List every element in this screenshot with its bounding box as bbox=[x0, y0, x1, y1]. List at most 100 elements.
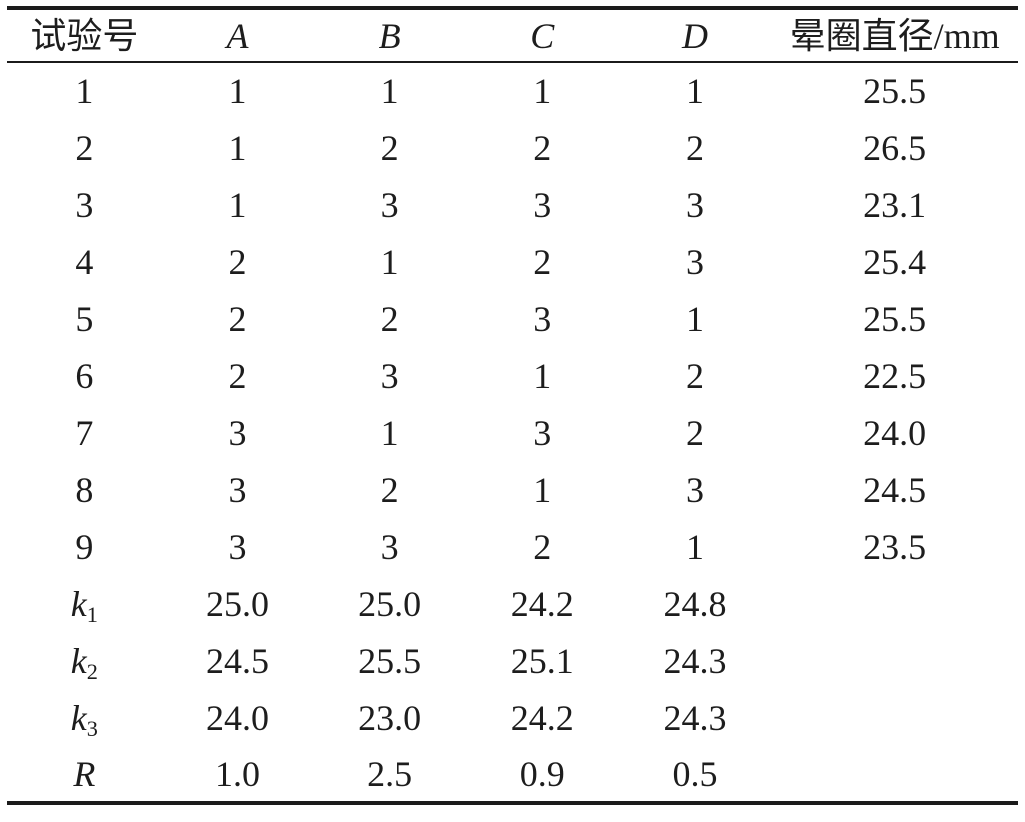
factor-c-cell: 24.2 bbox=[510, 583, 574, 624]
factor-b-cell: 1 bbox=[380, 241, 399, 282]
header-halo-diameter: 晕圈直径/mm bbox=[771, 8, 1018, 63]
trial-number-cell: 4 bbox=[75, 241, 94, 282]
factor-d-cell: 2 bbox=[685, 127, 704, 168]
stat-row: k1 25.0 25.0 24.2 24.8 bbox=[7, 575, 1018, 632]
table-row: 1 1 1 1 1 25.5 bbox=[7, 62, 1018, 119]
header-factor-c: C bbox=[465, 8, 619, 63]
factor-b-cell: 2.5 bbox=[367, 753, 413, 794]
result-cell: 24.0 bbox=[863, 412, 927, 453]
stat-row: k3 24.0 23.0 24.2 24.3 bbox=[7, 689, 1018, 746]
factor-c-cell: 2 bbox=[533, 127, 552, 168]
result-cell: 25.4 bbox=[863, 241, 927, 282]
stat-label: R bbox=[73, 753, 96, 794]
trial-number-cell: 6 bbox=[75, 355, 94, 396]
factor-d-cell: 0.5 bbox=[672, 753, 718, 794]
factor-b-cell: 3 bbox=[380, 355, 399, 396]
factor-c-cell: 25.1 bbox=[510, 640, 574, 681]
stat-label-subscript: 1 bbox=[86, 601, 98, 627]
factor-c-cell: 3 bbox=[533, 412, 552, 453]
factor-b-cell: 23.0 bbox=[358, 697, 422, 738]
factor-a-cell: 1.0 bbox=[214, 753, 260, 794]
result-cell bbox=[771, 689, 1018, 746]
trial-number-cell: 1 bbox=[75, 71, 94, 111]
factor-d-cell: 1 bbox=[685, 298, 704, 339]
stat-label: k bbox=[70, 697, 87, 738]
factor-a-cell: 1 bbox=[228, 127, 247, 168]
factor-a-cell: 2 bbox=[228, 298, 247, 339]
table-row: 2 1 2 2 2 26.5 bbox=[7, 119, 1018, 176]
trial-number-cell: 7 bbox=[75, 412, 94, 453]
factor-a-cell: 25.0 bbox=[205, 583, 269, 624]
stat-label-cell: k3 bbox=[7, 689, 162, 746]
trial-number-cell: 8 bbox=[75, 469, 94, 510]
factor-d-cell: 2 bbox=[685, 412, 704, 453]
result-cell: 23.1 bbox=[863, 184, 927, 225]
factor-a-cell: 1 bbox=[228, 184, 247, 225]
factor-d-cell: 2 bbox=[685, 355, 704, 396]
factor-b-cell: 2 bbox=[380, 469, 399, 510]
header-factor-d: D bbox=[618, 8, 772, 63]
result-cell: 25.5 bbox=[863, 298, 927, 339]
table-head: 试验号 A B C D 晕圈直径/mm bbox=[7, 8, 1018, 63]
factor-c-cell: 2 bbox=[533, 526, 552, 567]
result-cell bbox=[771, 575, 1018, 632]
stat-row: k2 24.5 25.5 25.1 24.3 bbox=[7, 632, 1018, 689]
factor-b-cell: 1 bbox=[380, 412, 399, 453]
factor-c-cell: 2 bbox=[533, 241, 552, 282]
factor-b-cell: 25.5 bbox=[358, 640, 422, 681]
table-row: 3 1 3 3 3 23.1 bbox=[7, 176, 1018, 233]
factor-b-cell: 3 bbox=[380, 184, 399, 225]
table-row: 6 2 3 1 2 22.5 bbox=[7, 347, 1018, 404]
factor-c-cell: 1 bbox=[533, 469, 552, 510]
result-cell: 23.5 bbox=[863, 526, 927, 567]
factor-a-cell: 1 bbox=[228, 71, 247, 111]
factor-d-cell: 24.3 bbox=[663, 640, 727, 681]
factor-d-cell: 1 bbox=[685, 526, 704, 567]
orthogonal-test-table: 试验号 A B C D 晕圈直径/mm 1 1 1 1 1 25.5 2 1 2 2 2 26.5 3 1… bbox=[7, 6, 1018, 805]
factor-d-cell: 3 bbox=[685, 184, 704, 225]
factor-a-cell: 2 bbox=[228, 355, 247, 396]
trial-number-cell: 5 bbox=[75, 298, 94, 339]
stat-row: R 1.0 2.5 0.9 0.5 bbox=[7, 746, 1018, 803]
factor-b-cell: 2 bbox=[380, 127, 399, 168]
factor-a-cell: 3 bbox=[228, 412, 247, 453]
table-row: 4 2 1 2 3 25.4 bbox=[7, 233, 1018, 290]
factor-c-cell: 1 bbox=[533, 71, 552, 111]
header-row: 试验号 A B C D 晕圈直径/mm bbox=[7, 8, 1018, 63]
factor-c-cell: 24.2 bbox=[510, 697, 574, 738]
result-cell: 24.5 bbox=[863, 469, 927, 510]
table-row: 7 3 1 3 2 24.0 bbox=[7, 404, 1018, 461]
factor-d-cell: 3 bbox=[685, 241, 704, 282]
trial-number-cell: 2 bbox=[75, 127, 94, 168]
factor-c-cell: 3 bbox=[533, 184, 552, 225]
factor-d-cell: 1 bbox=[685, 71, 704, 111]
stat-label-cell: R bbox=[7, 746, 162, 803]
factor-b-cell: 1 bbox=[380, 71, 399, 111]
factor-c-cell: 3 bbox=[533, 298, 552, 339]
stat-label-cell: k1 bbox=[7, 575, 162, 632]
factor-d-cell: 24.8 bbox=[663, 583, 727, 624]
header-factor-a: A bbox=[161, 8, 314, 63]
table-row: 8 3 2 1 3 24.5 bbox=[7, 461, 1018, 518]
factor-b-cell: 25.0 bbox=[358, 583, 422, 624]
factor-b-cell: 2 bbox=[380, 298, 399, 339]
factor-c-cell: 1 bbox=[533, 355, 552, 396]
result-cell: 25.5 bbox=[863, 71, 927, 111]
factor-a-cell: 3 bbox=[228, 469, 247, 510]
factor-a-cell: 3 bbox=[228, 526, 247, 567]
result-cell: 26.5 bbox=[863, 127, 927, 168]
header-trial-number: 试验号 bbox=[7, 8, 162, 63]
factor-a-cell: 2 bbox=[228, 241, 247, 282]
stat-label: k bbox=[70, 583, 87, 624]
result-cell: 22.5 bbox=[863, 355, 927, 396]
factor-c-cell: 0.9 bbox=[519, 753, 565, 794]
stat-label: k bbox=[70, 640, 87, 681]
stat-label-cell: k2 bbox=[7, 632, 162, 689]
result-cell bbox=[771, 632, 1018, 689]
stat-label-subscript: 2 bbox=[86, 658, 98, 684]
table-row: 9 3 3 2 1 23.5 bbox=[7, 518, 1018, 575]
factor-b-cell: 3 bbox=[380, 526, 399, 567]
factor-a-cell: 24.5 bbox=[205, 640, 269, 681]
table-row: 5 2 2 3 1 25.5 bbox=[7, 290, 1018, 347]
table-body: 1 1 1 1 1 25.5 2 1 2 2 2 26.5 3 1 3 3 3 23.1 4 2 1 2 3 25.4 5 2 2 3… bbox=[7, 62, 1018, 803]
